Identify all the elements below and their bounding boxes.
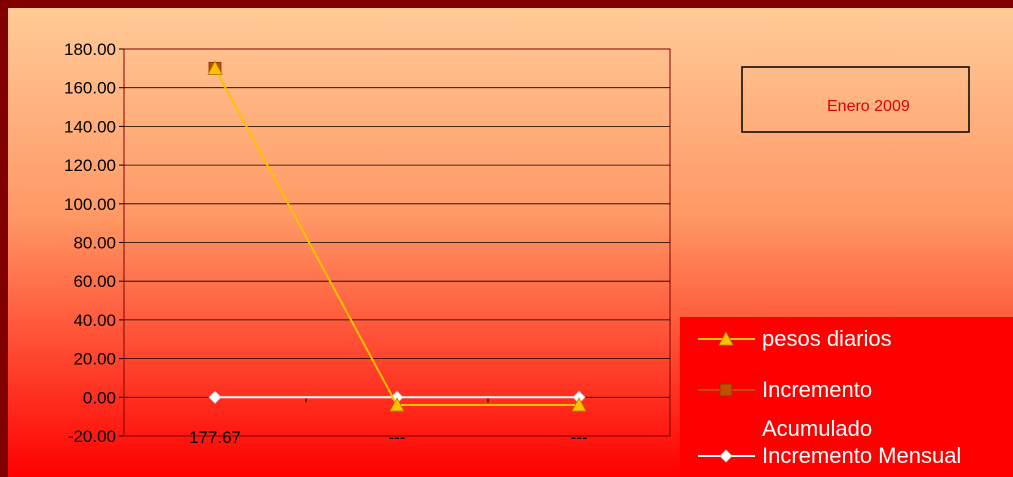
legend-label-incremento-mensual: Incremento Mensual <box>762 443 961 468</box>
x-tick-label: --- <box>389 428 406 447</box>
annotation-text: Enero 2009 <box>827 98 910 115</box>
legend-label-acumulado: Acumulado <box>762 416 872 441</box>
plot-area: 180.00 160.00 140.00 120.00 100.00 80.00 60.00… <box>64 40 671 447</box>
y-axis-ticks: 180.00 160.00 140.00 120.00 100.00 80.00 60.00… <box>64 40 124 446</box>
legend-keys <box>698 331 755 463</box>
x-axis-ticks: 177.67 --- --- <box>189 397 587 447</box>
y-tick-label: 180.00 <box>64 40 116 59</box>
chart-frame-top-border <box>0 0 1013 8</box>
y-tick-label: -20.00 <box>68 427 116 446</box>
legend-key-marker-incremento-acumulado <box>719 383 733 397</box>
y-tick-label: 160.00 <box>64 79 116 98</box>
y-tick-label: 20.00 <box>73 350 116 369</box>
x-tick-label: 177.67 <box>189 428 241 447</box>
y-tick-label: 80.00 <box>73 234 116 253</box>
legend-key-marker-incremento-mensual <box>719 449 733 463</box>
data-point-pesos-diarios <box>571 397 587 412</box>
legend-label-pesos-diarios: pesos diarios <box>762 326 892 351</box>
chart-frame-left-border <box>0 0 8 477</box>
y-tick-label: 120.00 <box>64 156 116 175</box>
annotation-box: Enero 2009 <box>741 66 970 133</box>
data-point-pesos-diarios <box>207 60 223 75</box>
data-point-incremento-mensual <box>208 390 222 404</box>
y-tick-label: 140.00 <box>64 117 116 136</box>
y-tick-label: 40.00 <box>73 311 116 330</box>
data-point-pesos-diarios <box>389 397 405 412</box>
x-tick-label: --- <box>571 428 588 447</box>
legend-background <box>680 317 1013 477</box>
y-tick-label: 60.00 <box>73 272 116 291</box>
legend-label-incremento: Incremento <box>762 377 872 402</box>
annotation-frame <box>741 66 970 133</box>
legend: pesos diarios Incremento Acumulado Incre… <box>680 317 1013 477</box>
y-tick-label: 100.00 <box>64 195 116 214</box>
legend-key-marker-pesos-diarios <box>718 331 734 346</box>
y-tick-label: 0.00 <box>83 388 116 407</box>
series-layer <box>207 60 587 412</box>
